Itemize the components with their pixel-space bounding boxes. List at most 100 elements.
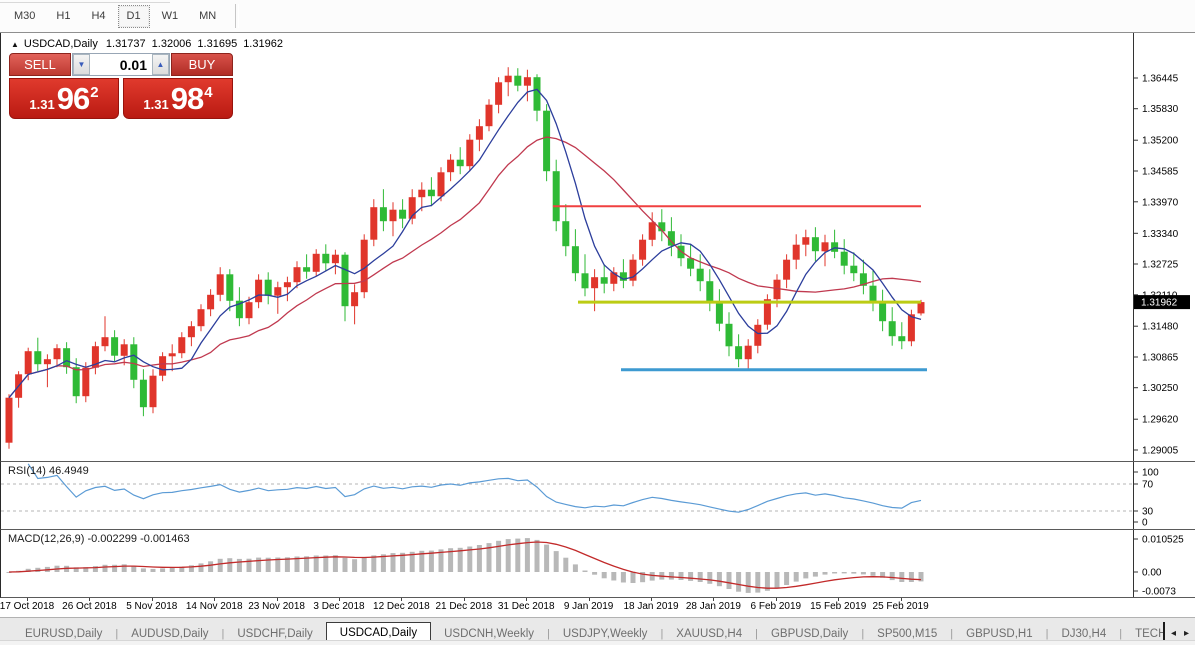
sell-button[interactable]: SELL — [9, 53, 71, 76]
date-label: 26 Oct 2018 — [62, 601, 117, 612]
chart-tab-dj30-h4[interactable]: DJ30,H4 — [1061, 628, 1107, 640]
tab-separator: | — [547, 628, 550, 640]
tab-scroll-right-icon[interactable]: ▸ — [1183, 628, 1189, 639]
chart-tab-usdcnh-weekly[interactable]: USDCNH,Weekly — [444, 628, 534, 640]
timeframe-button-m30[interactable]: M30 — [14, 10, 36, 22]
buy-price-panel[interactable]: 1.31 98 4 — [123, 78, 233, 119]
main-chart-panel[interactable]: 1.36445 1.35830 1.35200 1.34585 1.33970 1.333… — [0, 33, 1195, 462]
tab-separator: | — [1119, 628, 1123, 640]
chart-tab-usdjpy-weekly[interactable]: USDJPY,Weekly — [562, 628, 648, 640]
rsi-panel[interactable]: 100 70 30 0 RSI(14) 46.4949 — [0, 462, 1195, 530]
svg-text:-0.0073: -0.0073 — [1142, 587, 1176, 598]
ohlc-open: 1.31737 — [105, 38, 146, 50]
timeframe-button-h1[interactable]: H1 — [56, 10, 71, 22]
svg-text:1.31480: 1.31480 — [1142, 322, 1179, 333]
date-label: 15 Feb 2019 — [810, 601, 867, 612]
svg-text:100: 100 — [1142, 468, 1159, 479]
svg-text:0.010525: 0.010525 — [1142, 535, 1184, 546]
chart-tab-usdcad-daily[interactable]: USDCAD,Daily — [325, 622, 432, 645]
price-chart-canvas[interactable]: 1.36445 1.35830 1.35200 1.34585 1.33970 1.333… — [1, 33, 1195, 461]
timeframe-button-mn[interactable]: MN — [199, 10, 217, 22]
date-label: 14 Nov 2018 — [185, 601, 243, 612]
one-click-trading-panel: SELL ▼ 0.01 ▲ BUY 1.31 96 2 1.31 98 4 — [9, 53, 233, 119]
timeframe-buttons: M30 H1 H4 D1 W1 MN — [5, 4, 228, 28]
macd-label: MACD(12,26,9) -0.002299 -0.001463 — [8, 533, 190, 545]
macd-panel[interactable]: 0.010525 0.00 -0.0073 MACD(12,26,9) -0.002… — [0, 530, 1195, 598]
date-label: 28 Jan 2019 — [685, 601, 741, 612]
date-tick — [651, 598, 652, 601]
chart-tab-sp500-m15[interactable]: SP500,M15 — [877, 628, 938, 640]
chart-tabs: EURUSD,Daily | AUDUSD,Daily | USDCHF,Daily US… — [0, 622, 1163, 645]
timeframe-button-d1[interactable]: D1 — [117, 4, 150, 28]
date-tick — [339, 598, 340, 601]
svg-text:1.29005: 1.29005 — [1142, 446, 1179, 457]
timeframe-button-h4[interactable]: H4 — [91, 10, 106, 22]
volume-decrease-button[interactable]: ▼ — [73, 54, 90, 75]
macd-canvas[interactable]: 0.010525 0.00 -0.0073 — [1, 530, 1195, 597]
svg-text:1.31962: 1.31962 — [1141, 298, 1178, 309]
chart-tab-gbpusd-h1[interactable]: GBPUSD,H1 — [966, 628, 1033, 640]
date-label: 9 Jan 2019 — [563, 601, 614, 612]
svg-text:1.33970: 1.33970 — [1142, 197, 1179, 208]
date-label: 31 Dec 2018 — [497, 601, 555, 612]
timeframe-button-w1[interactable]: W1 — [161, 10, 179, 22]
timeframe-toolbar: M30 H1 H4 D1 W1 MN — [0, 0, 1195, 33]
date-tick — [900, 598, 902, 601]
tab-separator: | — [1045, 628, 1049, 640]
chart-tab-gbpusd-daily[interactable]: GBPUSD,Daily — [770, 628, 849, 640]
tab-separator: | — [115, 628, 119, 640]
spinner-up-icon: ▲ — [156, 60, 165, 69]
chart-tab-usdchf-daily[interactable]: USDCHF,Daily — [237, 628, 313, 640]
date-tick — [27, 598, 28, 601]
collapse-arrow-icon[interactable]: ▲ — [11, 39, 19, 49]
spinner-down-icon: ▼ — [77, 60, 86, 69]
svg-text:30: 30 — [1142, 507, 1154, 518]
tab-scroll-controls: ◂ ▸ — [1162, 622, 1195, 645]
date-tick — [838, 598, 840, 601]
date-label: 25 Feb 2019 — [872, 601, 929, 612]
toolbar-separator — [235, 4, 240, 28]
ohlc-low: 1.31695 — [197, 38, 238, 50]
rsi-label: RSI(14) 46.4949 — [8, 465, 89, 477]
chart-tab-tech100-h[interactable]: TECH100,H — [1135, 628, 1163, 640]
tab-separator: | — [221, 628, 225, 640]
svg-text:70: 70 — [1142, 480, 1154, 491]
date-label: 18 Jan 2019 — [623, 601, 679, 612]
date-tick — [276, 598, 278, 601]
date-tick — [463, 598, 465, 601]
date-tick — [713, 598, 715, 601]
svg-text:1.33340: 1.33340 — [1142, 229, 1179, 240]
chart-title: ▲ USDCAD,Daily 1.31737 1.32006 1.31695 1… — [11, 38, 289, 50]
sell-price-panel[interactable]: 1.31 96 2 — [9, 78, 119, 119]
svg-text:1.34585: 1.34585 — [1142, 167, 1179, 178]
svg-text:0: 0 — [1142, 518, 1148, 529]
date-axis: 17 Oct 2018 26 Oct 2018 5 Nov 2018 14 Nov 2… — [0, 598, 1195, 617]
date-label: 6 Feb 2019 — [750, 601, 802, 612]
svg-text:1.36445: 1.36445 — [1142, 74, 1179, 85]
date-tick — [775, 598, 777, 601]
sell-price-big: 96 — [56, 81, 90, 116]
volume-input[interactable]: 0.01 — [119, 56, 147, 73]
buy-price-sup: 4 — [204, 84, 213, 101]
chart-tab-bar: EURUSD,Daily | AUDUSD,Daily | USDCHF,Daily US… — [0, 617, 1195, 645]
date-label: 12 Dec 2018 — [373, 601, 430, 612]
tab-separator: | — [950, 628, 954, 640]
buy-price-big: 98 — [170, 81, 204, 116]
chart-tab-xauusd-h4[interactable]: XAUUSD,H4 — [676, 628, 743, 640]
tab-scroll-left-icon[interactable]: ◂ — [1170, 628, 1176, 639]
chart-tab-audusd-daily[interactable]: AUDUSD,Daily — [131, 628, 209, 640]
date-label: 3 Dec 2018 — [313, 601, 365, 612]
date-tick — [214, 598, 216, 601]
buy-button[interactable]: BUY — [171, 53, 233, 76]
tab-separator: | — [660, 628, 664, 640]
ohlc-close: 1.31962 — [243, 38, 283, 50]
chart-tab-eurusd-daily[interactable]: EURUSD,Daily — [25, 628, 103, 640]
volume-stepper: ▼ 0.01 ▲ — [72, 53, 170, 76]
date-tick — [588, 598, 590, 601]
volume-increase-button[interactable]: ▲ — [152, 54, 169, 75]
svg-text:0.00: 0.00 — [1142, 568, 1162, 579]
svg-text:1.32725: 1.32725 — [1142, 260, 1179, 271]
svg-text:1.35200: 1.35200 — [1142, 136, 1179, 147]
svg-text:1.30250: 1.30250 — [1142, 383, 1179, 394]
